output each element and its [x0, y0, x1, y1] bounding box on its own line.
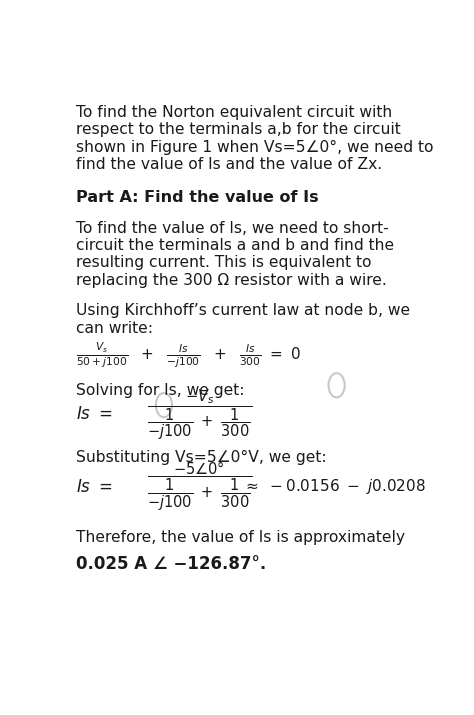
Text: 0.025 A ∠ −126.87°.: 0.025 A ∠ −126.87°. — [76, 556, 266, 573]
Text: $\dfrac{-5\angle 0°}{\dfrac{1}{-j100}\ +\ \dfrac{1}{300}}$: $\dfrac{-5\angle 0°}{\dfrac{1}{-j100}\ +… — [147, 460, 253, 513]
Text: Substituting Vs=5∠0°V, we get:: Substituting Vs=5∠0°V, we get: — [76, 450, 327, 465]
Text: $\approx\ -0.0156\ -\ j0.0208$: $\approx\ -0.0156\ -\ j0.0208$ — [243, 477, 426, 496]
Text: $\mathit{Is}\ =$: $\mathit{Is}\ =$ — [76, 405, 112, 423]
Text: Solving for Is, we get:: Solving for Is, we get: — [76, 383, 244, 398]
Text: $\frac{V_s}{50+j100}\ \ +\ \ \frac{Is}{-j100}\ \ +\ \ \frac{Is}{300}\ =\ 0$: $\frac{V_s}{50+j100}\ \ +\ \ \frac{Is}{-… — [76, 340, 301, 370]
Text: To find the Norton equivalent circuit with
respect to the terminals a,b for the : To find the Norton equivalent circuit wi… — [76, 105, 433, 172]
Text: To find the value of Is, we need to short-
circuit the terminals a and b and fin: To find the value of Is, we need to shor… — [76, 221, 394, 288]
Text: Part A: Find the value of Is: Part A: Find the value of Is — [76, 190, 319, 205]
Text: $\dfrac{-V_s}{\dfrac{1}{-j100}\ +\ \dfrac{1}{300}}$: $\dfrac{-V_s}{\dfrac{1}{-j100}\ +\ \dfra… — [147, 387, 253, 442]
Text: Therefore, the value of Is is approximately: Therefore, the value of Is is approximat… — [76, 530, 405, 545]
Text: $\mathit{Is}\ =$: $\mathit{Is}\ =$ — [76, 478, 112, 495]
Text: Using Kirchhoff’s current law at node b, we
can write:: Using Kirchhoff’s current law at node b,… — [76, 303, 410, 335]
